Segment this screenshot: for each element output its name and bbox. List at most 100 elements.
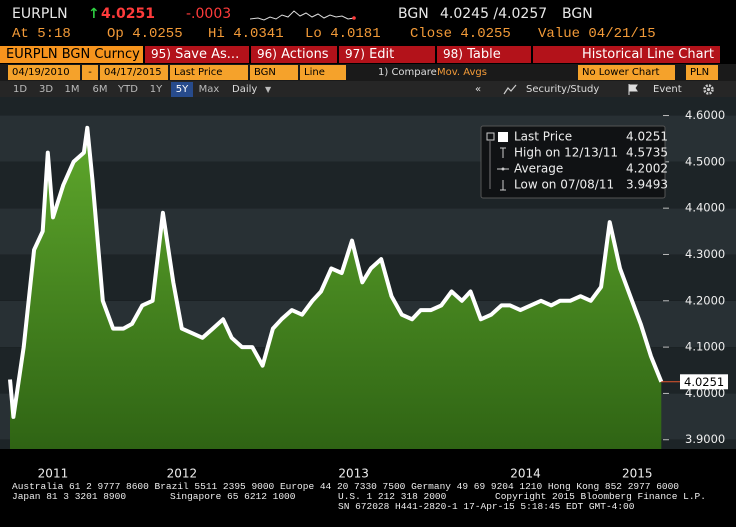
bid-ask: 4.0245 /4.0257 (440, 6, 548, 22)
x-tick-label: 2011 (38, 467, 69, 481)
date-separator: - (82, 65, 98, 80)
grid-band (0, 208, 736, 255)
mov-avgs-button[interactable]: Mov. Avgs (437, 67, 487, 78)
button-label: Edit (369, 47, 395, 62)
net-change: -.0003 (186, 6, 232, 22)
x-tick-label: 2012 (167, 467, 198, 481)
settings-icon[interactable] (702, 83, 715, 96)
period-button[interactable]: 1Y (149, 84, 163, 95)
stat-value: 4.0255 (460, 26, 511, 42)
last-price-tag (680, 374, 728, 390)
toolbar-button[interactable]: 95) Save As... (145, 46, 249, 63)
period-button[interactable]: 6M (92, 84, 108, 95)
footer-contact: U.S. 1 212 318 2000 (338, 491, 447, 502)
legend-box (480, 125, 666, 199)
collapse-button[interactable]: « (475, 84, 482, 95)
button-key: 95) (151, 47, 171, 61)
source: BGN (562, 6, 593, 22)
stat-value: 4.0255 (132, 26, 183, 42)
frequency-dropdown[interactable]: Daily (232, 84, 258, 95)
y-tick-label: 4.4000 (685, 201, 725, 215)
legend-label: Low on 07/08/11 (514, 178, 614, 192)
stat-value: 4.0341 (233, 26, 284, 42)
stat-value: 5:18 (37, 26, 71, 42)
button-key: 97) (345, 47, 365, 61)
stat-value: 4.0181 (330, 26, 381, 42)
legend-collapse (486, 132, 495, 141)
field-dropdown[interactable]: Last Price (170, 65, 248, 80)
legend-label: Average (514, 162, 563, 176)
period-button[interactable]: Max (198, 84, 220, 95)
up-arrow: ↑ (88, 6, 100, 22)
legend-swatch (498, 132, 508, 142)
footer-contacts: Australia 61 2 9777 8600 Brazil 5511 239… (12, 481, 680, 492)
compare-button[interactable]: 1) Compare (378, 67, 437, 78)
end-date[interactable]: 04/17/2015 (100, 65, 168, 80)
style-dropdown[interactable]: Line (300, 65, 346, 80)
toolbar-button[interactable]: 96) Actions (251, 46, 337, 63)
sparkline-icon (250, 10, 356, 21)
period-button[interactable]: 1M (64, 84, 80, 95)
price-line (8, 125, 664, 419)
source-dropdown[interactable]: BGN (250, 65, 298, 80)
button-label: Table (467, 47, 501, 62)
footer-session: SN 672028 H441-2820-1 17-Apr-15 5:18:45 … (338, 501, 635, 512)
last-price-label: 4.0251 (684, 375, 724, 389)
last-price: 4.0251 (101, 6, 156, 22)
security-field[interactable]: EURPLN BGN Curncy (0, 46, 143, 63)
period-button[interactable]: 1D (12, 84, 28, 95)
dropdown-arrow: ▼ (265, 85, 272, 94)
price-area (10, 127, 662, 450)
period-button[interactable]: YTD (118, 84, 138, 95)
y-tick-label: 4.5000 (685, 154, 725, 168)
button-label: Save As... (175, 47, 240, 62)
start-date[interactable]: 04/19/2010 (8, 65, 80, 80)
toolbar-button[interactable]: 97) Edit (339, 46, 435, 63)
legend-label: High on 12/13/11 (514, 146, 618, 160)
legend-value: 4.5735 (626, 146, 668, 160)
button-key: 98) (443, 47, 463, 61)
ticker: EURPLN (12, 6, 68, 22)
x-tick-label: 2013 (338, 467, 369, 481)
button-key: 96) (257, 47, 277, 61)
security-study-button[interactable]: Security/Study (526, 84, 600, 95)
y-tick-label: 4.6000 (685, 108, 725, 122)
lower-chart-dropdown[interactable]: No Lower Chart (578, 65, 675, 80)
y-tick-label: 4.0000 (685, 386, 725, 400)
x-tick-label: 2014 (510, 467, 541, 481)
legend-label: Last Price (514, 130, 572, 144)
y-tick-label: 4.1000 (685, 340, 725, 354)
legend-icon (501, 167, 505, 171)
footer-contact: Japan 81 3 3201 8900 (12, 491, 127, 502)
event-button[interactable]: Event (653, 84, 682, 95)
stat-label: Close (410, 26, 453, 42)
source: BGN (398, 6, 429, 22)
y-tick-label: 3.9000 (685, 432, 725, 446)
legend-icon (500, 180, 506, 191)
flag-icon (628, 84, 638, 95)
stat-label: Op (107, 26, 124, 42)
stat-label: Value (538, 26, 581, 42)
legend-icon (500, 147, 506, 158)
currency-dropdown[interactable]: PLN (686, 65, 718, 80)
legend-value: 4.2002 (626, 162, 668, 176)
stat-label: At (12, 26, 29, 42)
y-tick-label: 4.2000 (685, 293, 725, 307)
view-title: Historical Line Chart (533, 46, 720, 63)
button-label: Actions (281, 47, 329, 62)
footer-contact: Copyright 2015 Bloomberg Finance L.P. (495, 491, 706, 502)
stat-value: 04/21/15 (588, 26, 656, 42)
period-button[interactable]: 3D (38, 84, 54, 95)
y-tick-label: 4.3000 (685, 247, 725, 261)
stat-label: Hi (208, 26, 225, 42)
chart: 3.9000 4.0000 4.1000 4.2000 4.3000 4.4000 4.50… (0, 97, 736, 481)
grid-band (0, 97, 736, 116)
study-icon (503, 84, 517, 95)
stat-label: Lo (305, 26, 322, 42)
period-button[interactable]: 5Y (171, 82, 193, 97)
toolbar-button[interactable]: 98) Table (437, 46, 531, 63)
footer-contact: Singapore 65 6212 1000 (170, 491, 296, 502)
legend-value: 3.9493 (626, 178, 668, 192)
x-tick-label: 2015 (622, 467, 653, 481)
